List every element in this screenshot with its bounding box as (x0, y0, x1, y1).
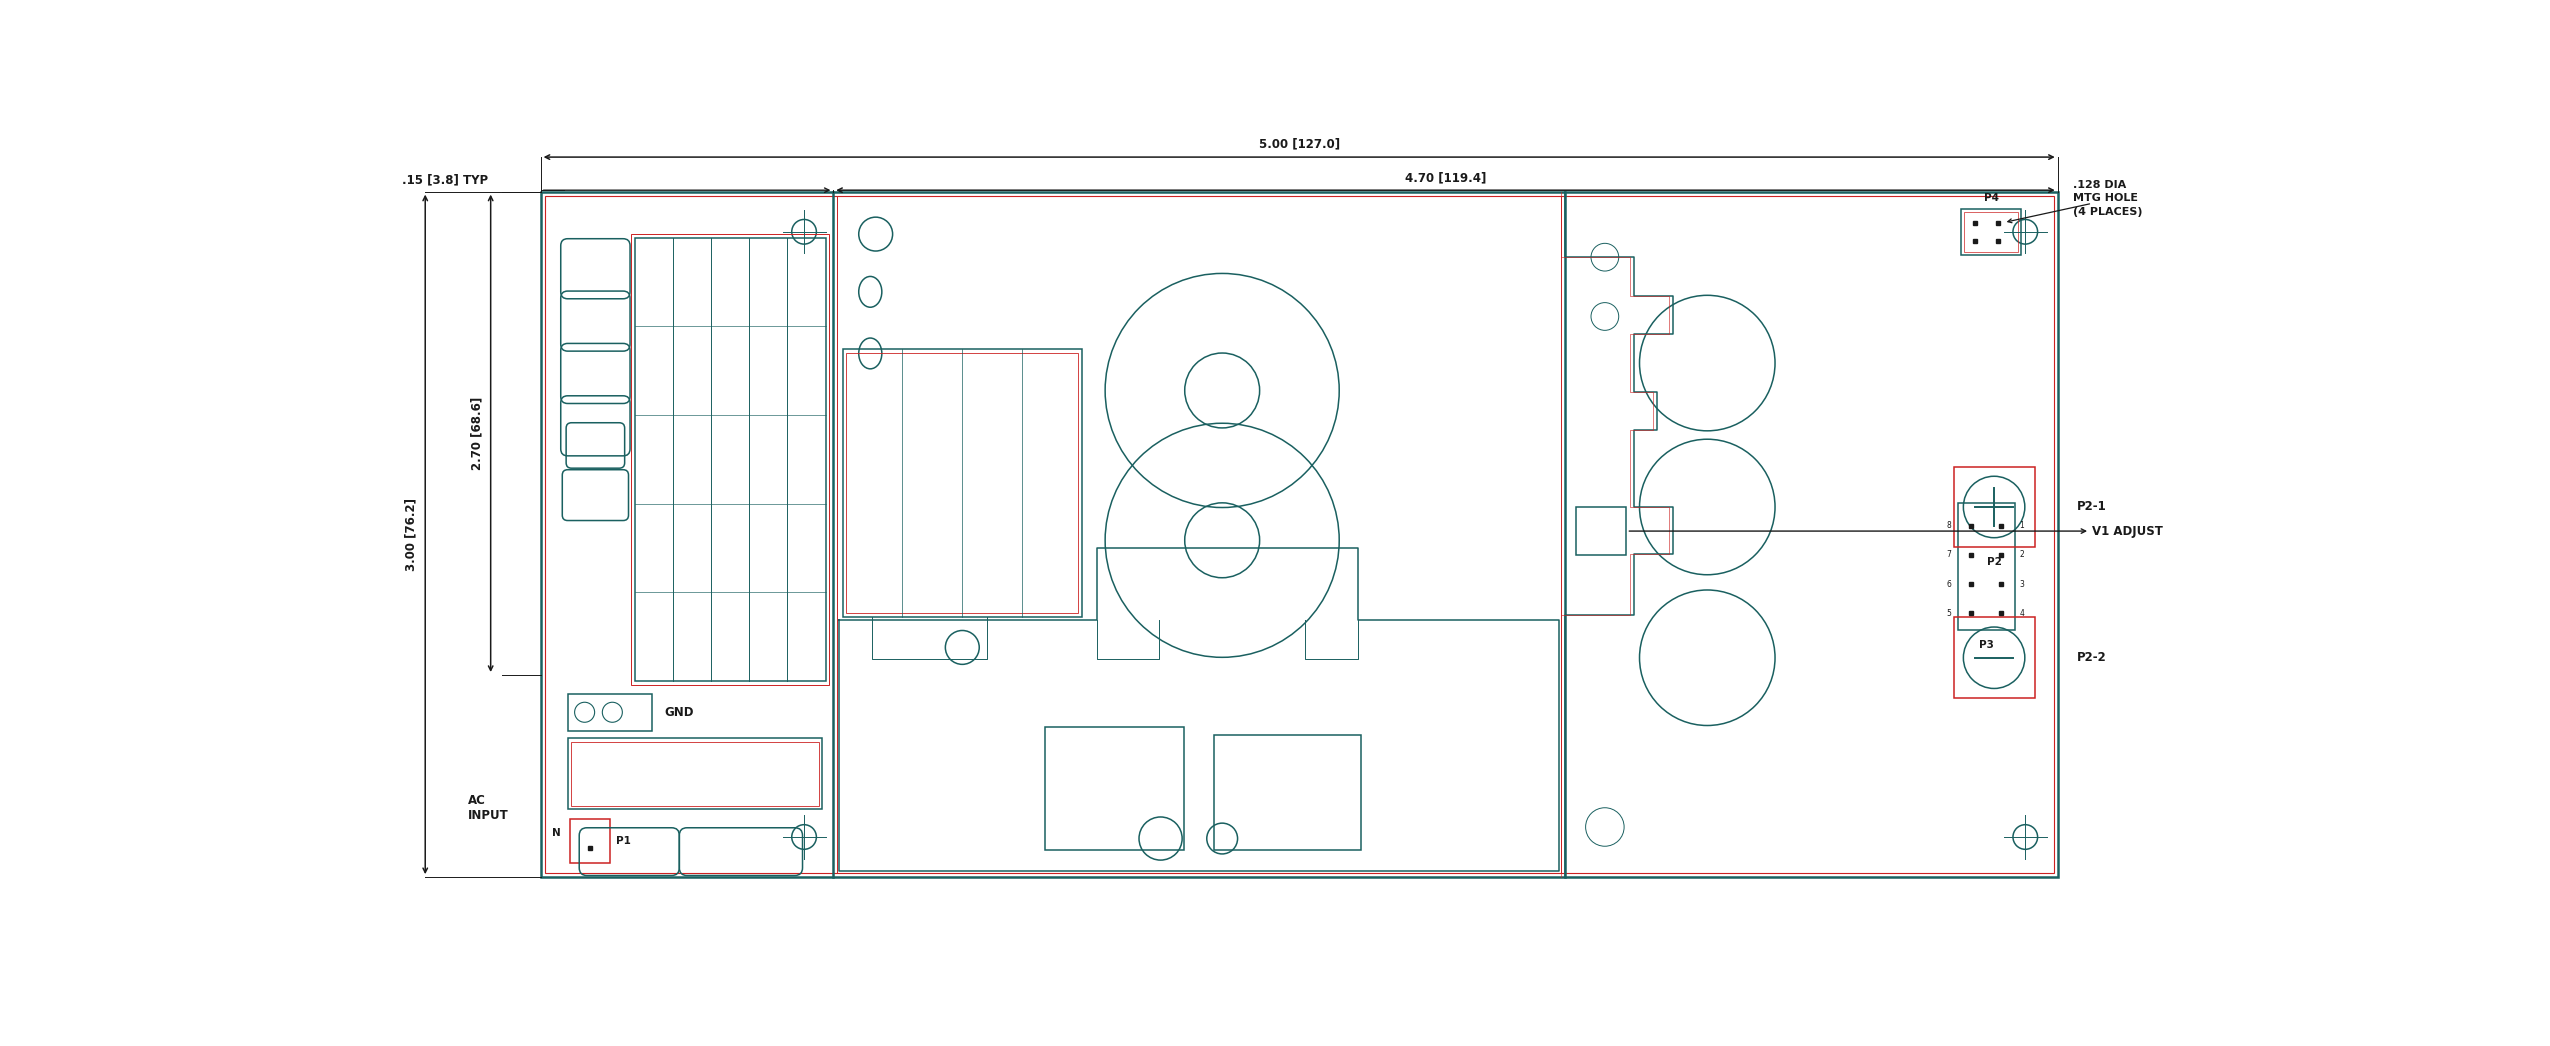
Bar (569, 693, 653, 731)
Bar (571, 742, 819, 806)
Bar (1958, 503, 2015, 631)
Bar (1214, 734, 1362, 850)
Text: 2.70 [68.6]: 2.70 [68.6] (469, 396, 482, 470)
Text: 5: 5 (1946, 609, 1951, 618)
Bar (635, 237, 826, 681)
Text: .15 [3.8] TYP: .15 [3.8] TYP (403, 174, 487, 186)
Text: P2-1: P2-1 (2076, 500, 2106, 514)
Text: P4: P4 (1984, 192, 1999, 203)
Bar (546, 196, 2053, 873)
Text: P2: P2 (1986, 556, 2002, 567)
Bar (1964, 211, 2020, 252)
Text: 3.00 [76.2]: 3.00 [76.2] (405, 498, 418, 571)
Text: 4.70 [119.4]: 4.70 [119.4] (1405, 172, 1487, 184)
Text: 5.00 [127.0]: 5.00 [127.0] (1260, 138, 1339, 151)
Bar (630, 234, 829, 684)
Text: 1: 1 (2020, 521, 2025, 530)
Text: 8: 8 (1946, 521, 1951, 530)
Bar (1046, 727, 1183, 850)
Text: 2: 2 (2020, 550, 2025, 560)
Bar (569, 738, 821, 810)
Text: P3: P3 (1979, 639, 1994, 650)
Text: 7: 7 (1946, 550, 1951, 560)
Text: 6: 6 (1946, 579, 1951, 589)
Text: 4: 4 (2020, 609, 2025, 618)
Bar (571, 819, 609, 863)
Bar (1953, 617, 2035, 698)
Bar (842, 349, 1081, 617)
Text: AC
INPUT: AC INPUT (467, 794, 507, 822)
Text: 3: 3 (2020, 579, 2025, 589)
Bar (541, 191, 2058, 877)
Bar (1961, 209, 2022, 255)
Bar (1576, 507, 1627, 555)
Text: GND: GND (663, 706, 694, 719)
Bar (847, 354, 1079, 613)
Text: V1 ADJUST: V1 ADJUST (2091, 525, 2162, 538)
Text: .128 DIA
MTG HOLE
(4 PLACES): .128 DIA MTG HOLE (4 PLACES) (2073, 180, 2142, 217)
Text: P2-2: P2-2 (2076, 652, 2106, 664)
Text: N: N (551, 827, 561, 838)
Bar (1953, 467, 2035, 547)
Text: P1: P1 (617, 836, 630, 846)
